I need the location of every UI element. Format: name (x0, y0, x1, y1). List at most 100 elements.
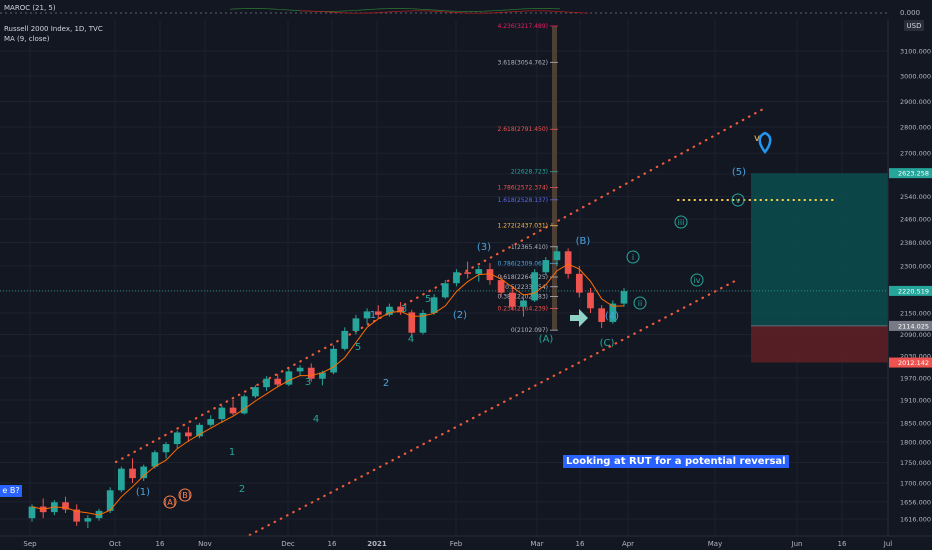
wave-label-text: (1) (136, 487, 150, 498)
candle-39 (464, 261, 471, 279)
candle-body (575, 273, 583, 293)
candle-body (598, 308, 606, 322)
candle-body (486, 269, 494, 281)
wave-label-21: iii (674, 215, 688, 229)
candle-13 (173, 430, 181, 449)
candle-3 (62, 496, 69, 513)
y-tick-12: 2300.000 (900, 263, 931, 271)
wave-label-text: 4 (408, 334, 414, 345)
candle-body (307, 367, 315, 379)
candle-7 (106, 487, 114, 513)
wave-label-text: ii (638, 299, 642, 308)
candle-body (218, 407, 226, 420)
candle-17 (218, 405, 226, 423)
wave-label-ring (731, 193, 745, 207)
y-tick-21: 3100.000 (900, 48, 931, 56)
candle-50 (587, 287, 594, 313)
y-tick-18: 2800.000 (900, 124, 931, 132)
x-tick-6: 2021 (367, 540, 387, 548)
y-tick-5: 1850.000 (900, 419, 931, 427)
candle-body (330, 348, 337, 373)
fib-label-10: 0.5(2233.754) (505, 284, 548, 291)
wave-label-14: (3) (477, 242, 491, 253)
candle-43 (508, 286, 516, 310)
annotation-callout[interactable]: Looking at RUT for a potential reversal (563, 455, 789, 468)
y-tick-9: 2090.000 (900, 331, 931, 339)
indicator-label: MAROC (21, 5) (4, 4, 56, 12)
x-tick-2: 16 (156, 540, 165, 548)
candle-body (296, 367, 304, 372)
fib-label-6: 1.272(2437.031) (498, 223, 549, 230)
candle-body (587, 292, 594, 309)
candle-12 (162, 442, 170, 459)
offscreen-label-tag: e B? (0, 485, 22, 497)
wave-label-15: (A) (539, 334, 554, 345)
x-tick-12: Jun (791, 540, 803, 548)
candle-9 (129, 458, 136, 483)
wave-label-text: (B) (179, 491, 191, 500)
candle-27 (330, 345, 337, 375)
wave-label-3: 1 (229, 447, 235, 458)
wave-label-2: (B) (178, 488, 192, 502)
candle-body (374, 311, 382, 315)
wave-label-text: (5) (732, 167, 746, 178)
candle-47 (553, 246, 561, 266)
time-axis-bg (0, 536, 888, 550)
candle-body (508, 292, 516, 307)
wave-label-12: 5 (425, 294, 431, 305)
wave-label-11: 4 (408, 334, 414, 345)
fib-label-7: 1(2365.410) (511, 244, 548, 251)
wave-label-17: (C) (600, 338, 615, 349)
candle-24 (296, 365, 304, 377)
y-tick-6: 1910.000 (900, 397, 931, 405)
stop-zone (751, 325, 888, 363)
wave-label-text: 5 (425, 294, 431, 305)
candle-body (140, 466, 148, 479)
legend-ma: MA (9, close) (4, 35, 50, 43)
wave-label-text: iii (678, 218, 685, 227)
candle-36 (430, 294, 438, 315)
candle-14 (185, 426, 192, 442)
candle-body (419, 313, 427, 333)
candle-37 (441, 280, 449, 299)
candle-body (73, 509, 81, 522)
y-tick-2: 1700.000 (900, 480, 931, 488)
wave-label-text: 3 (305, 377, 311, 388)
y-tick-14: 2460.000 (900, 216, 931, 224)
candle-body (386, 306, 393, 315)
candle-body (341, 330, 349, 349)
wave-label-ring (626, 250, 640, 264)
candle-body (620, 291, 628, 304)
fib-label-11: 0.382(2202.683) (498, 293, 549, 300)
wave-label-22: iv (690, 273, 704, 287)
candle-body (129, 468, 136, 479)
candle-body (84, 518, 92, 522)
candle-4 (73, 504, 81, 526)
candle-body (207, 419, 215, 425)
candle-body (162, 444, 170, 453)
candle-25 (307, 363, 315, 382)
wave-label-24: (5) (732, 167, 746, 178)
x-tick-7: Feb (450, 540, 463, 548)
wave-label-text: (4) (605, 311, 619, 322)
price-tag-3: 2012.142 (898, 359, 929, 367)
y-tick-4: 1800.000 (900, 439, 931, 447)
candle-body (408, 312, 416, 333)
wave-label-text: v (754, 133, 760, 144)
wave-label-5: 3 (305, 377, 311, 388)
wave-label-18: (4) (605, 311, 619, 322)
pin-shape (758, 131, 772, 155)
candle-52 (609, 300, 617, 324)
candle-body (196, 424, 203, 437)
y-tick-1: 1656.000 (900, 498, 931, 506)
wave-label-text: i (632, 253, 634, 262)
indicator-line-red (299, 10, 589, 14)
chart-legend: Russell 2000 Index, 1D, TVC MA (9, close… (4, 24, 103, 44)
candle-5 (84, 515, 92, 528)
y-tick-0: 1616.000 (900, 516, 931, 524)
wave-label-10: 3 (401, 304, 407, 315)
candle-29 (352, 314, 360, 335)
wave-label-text: 1 (370, 310, 376, 321)
candle-body (28, 506, 36, 519)
